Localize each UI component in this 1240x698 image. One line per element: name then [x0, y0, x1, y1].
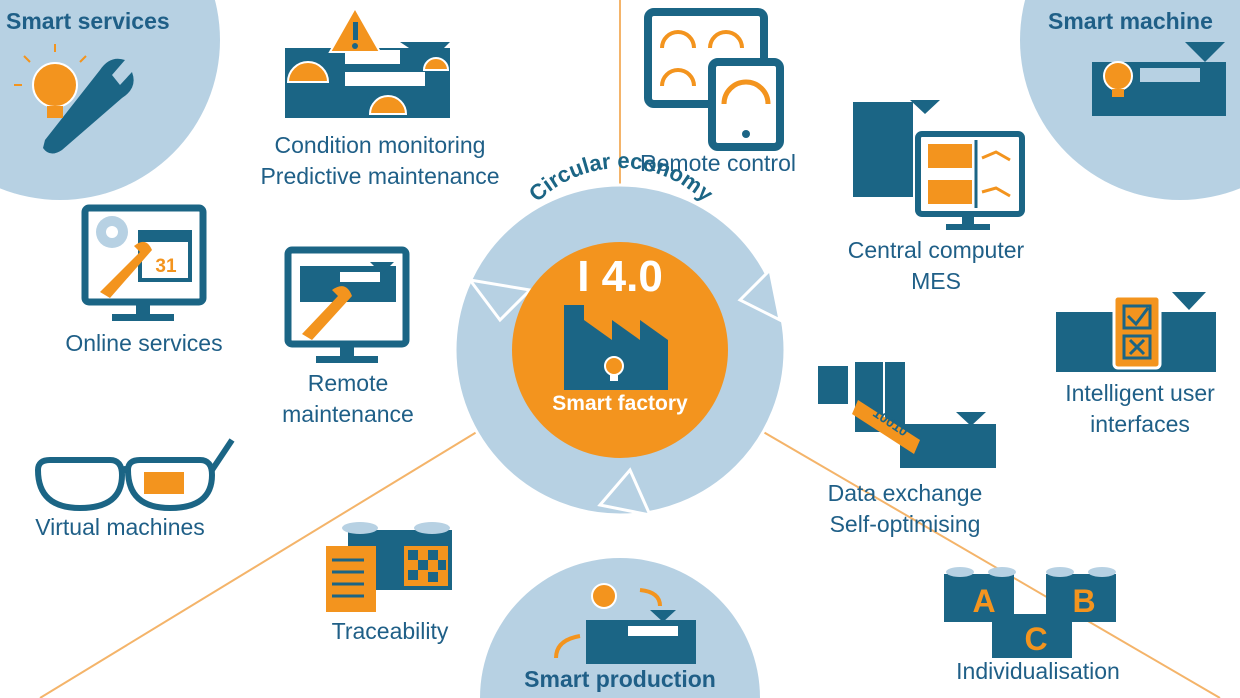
industry-4-title: I 4.0	[577, 252, 663, 301]
central-computer-label: Central computer MES	[847, 237, 1025, 294]
smart-services-label: Smart services	[6, 8, 170, 34]
factory-bulb-icon	[604, 356, 624, 381]
online-services-icon	[81, 204, 207, 321]
remote-maintenance-icon	[284, 246, 410, 363]
divider-lines	[39, 0, 1221, 698]
smart-machine-icon	[1092, 42, 1226, 116]
factory-icon	[564, 305, 668, 390]
online-services-label: Online services	[65, 330, 223, 356]
individualisation-icon	[944, 567, 1116, 658]
letter-c-text: C	[1024, 621, 1047, 657]
letter-a-text: A	[972, 583, 995, 619]
data-exchange-icon	[818, 362, 996, 468]
remote-maintenance-label: Remote maintenance	[282, 370, 414, 427]
individualisation-label: Individualisation	[956, 658, 1120, 684]
intelligent-ui-label: Intelligent user interfaces	[1065, 380, 1215, 437]
smart-services-icon	[14, 44, 134, 154]
smart-factory-label: Smart factory	[552, 392, 688, 415]
central-computer-icon	[853, 100, 1025, 230]
condition-monitoring-label: Condition monitoring Predictive maintenan…	[260, 132, 500, 189]
traceability-label: Traceability	[331, 618, 449, 644]
remote-control-icon	[644, 8, 784, 151]
smart-production-label: Smart production	[524, 666, 716, 692]
letter-b-text: B	[1072, 583, 1095, 619]
condition-monitoring-icon	[285, 5, 450, 118]
virtual-machines-icon	[34, 438, 235, 512]
data-exchange-label: Data exchange Self-optimising	[827, 480, 983, 537]
calendar-day-text: 31	[155, 256, 177, 277]
smart-factory-hub	[512, 242, 728, 458]
smart-production-icon	[554, 583, 696, 664]
virtual-machines-label: Virtual machines	[35, 514, 205, 540]
traceability-icon	[326, 522, 452, 612]
remote-control-label: Remote control	[640, 150, 796, 176]
smart-machine-label: Smart machine	[1048, 8, 1213, 34]
intelligent-ui-icon	[1056, 292, 1216, 372]
